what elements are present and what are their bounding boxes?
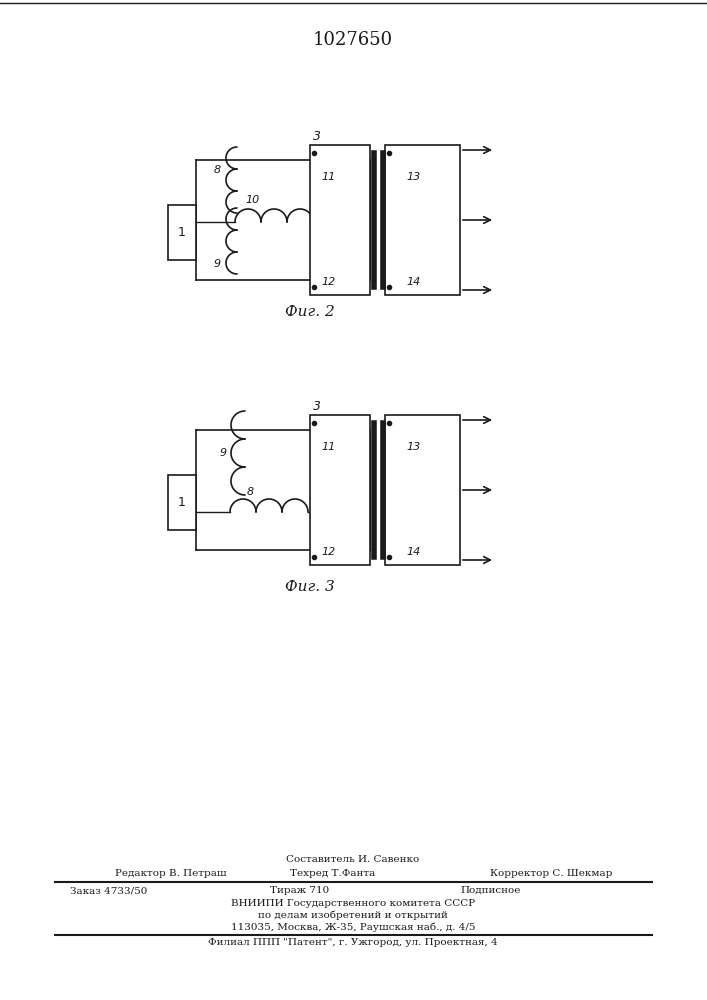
Text: 8: 8 [214, 165, 221, 175]
Text: Филиал ППП "Патент", г. Ужгород, ул. Проектная, 4: Филиал ППП "Патент", г. Ужгород, ул. Про… [208, 938, 498, 947]
Text: Фиг. 2: Фиг. 2 [285, 305, 335, 319]
Bar [310, 145, 370, 295]
Text: Корректор С. Шекмар: Корректор С. Шекмар [490, 869, 612, 878]
Text: Составитель И. Савенко: Составитель И. Савенко [286, 855, 420, 864]
Text: 14: 14 [406, 547, 420, 557]
Text: ВНИИПИ Государственного комитета СССР: ВНИИПИ Государственного комитета СССР [231, 899, 475, 908]
Text: 13: 13 [406, 442, 420, 452]
Bar [310, 415, 370, 565]
Text: 3: 3 [313, 400, 321, 413]
Text: Подписное: Подписное [460, 886, 520, 895]
Text: 13: 13 [406, 172, 420, 182]
Text: 9: 9 [219, 448, 226, 458]
Text: 1: 1 [178, 226, 186, 239]
Bar [168, 205, 196, 260]
Text: 11: 11 [321, 172, 335, 182]
Text: 11: 11 [321, 442, 335, 452]
Text: 9: 9 [214, 259, 221, 269]
Text: 10: 10 [245, 195, 259, 205]
Bar [385, 415, 460, 565]
Text: Тираж 710: Тираж 710 [270, 886, 329, 895]
Text: 12: 12 [321, 547, 335, 557]
Bar [168, 475, 196, 530]
Text: 113035, Москва, Ж-35, Раушская наб., д. 4/5: 113035, Москва, Ж-35, Раушская наб., д. … [230, 923, 475, 932]
Text: 1027650: 1027650 [313, 31, 393, 49]
Text: 3: 3 [313, 130, 321, 143]
Text: 14: 14 [406, 277, 420, 287]
Text: по делам изобретений и открытий: по делам изобретений и открытий [258, 911, 448, 920]
Text: 12: 12 [321, 277, 335, 287]
Text: 8: 8 [247, 487, 254, 497]
Text: Редактор В. Петраш: Редактор В. Петраш [115, 869, 227, 878]
Text: 1: 1 [178, 496, 186, 509]
Text: Техред Т.Фанта: Техред Т.Фанта [290, 869, 375, 878]
Bar [385, 145, 460, 295]
Text: Фиг. 3: Фиг. 3 [285, 580, 335, 594]
Text: Заказ 4733/50: Заказ 4733/50 [70, 886, 147, 895]
